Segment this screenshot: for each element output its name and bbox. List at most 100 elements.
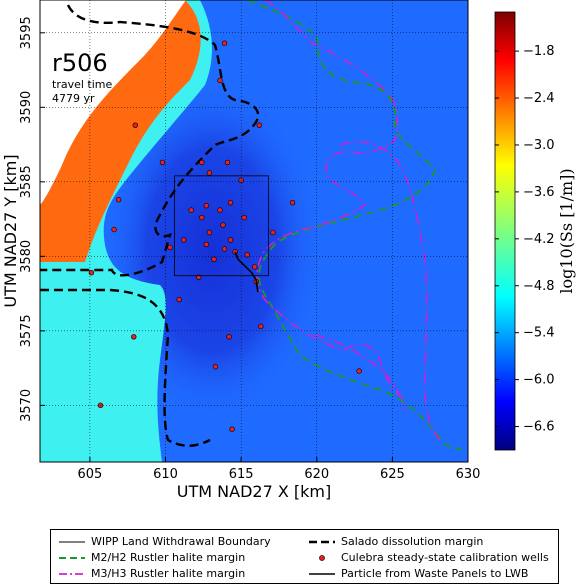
legend-label: Salado dissolution margin: [341, 535, 484, 548]
legend-label: Particle from Waste Panels to LWB: [341, 567, 529, 580]
y-tick-label: 3570: [19, 389, 34, 422]
legend-line-thick-dashed-icon: [309, 540, 335, 543]
legend-line-solid-icon: [309, 572, 335, 575]
calibration-well: [356, 368, 362, 374]
salado-dissolution-margin: [40, 4, 260, 277]
calibration-well: [256, 122, 262, 128]
m3h3-halite-margin-south: [314, 334, 406, 411]
margins: [40, 0, 463, 451]
calibration-well: [221, 246, 228, 252]
colorbar-tick-label: −5.4: [523, 326, 555, 341]
x-tick-label: 615: [229, 467, 254, 482]
calibration-well: [270, 229, 276, 236]
colorbar-ticks: −1.8 −2.4 −3.0 −3.6 −4.2 −4.8 −5.4 −6.0 −6.6: [495, 44, 555, 435]
y-tick-label: 3575: [19, 314, 34, 347]
colorbar-tick-label: −4.8: [523, 279, 555, 294]
calibration-well: [217, 207, 223, 213]
legend-line-green-dashed-icon: [59, 556, 85, 559]
legend-label: WIPP Land Withdrawal Boundary: [91, 535, 271, 548]
y-tick-label: 3590: [19, 91, 34, 124]
calibration-well: [203, 202, 210, 209]
travel-time-value: 4779 yr: [52, 92, 95, 105]
legend: WIPP Land Withdrawal Boundary Salado dis…: [50, 529, 559, 584]
legend-label: M2/H2 Rustler halite margin: [91, 551, 246, 564]
y-tick-label: 3585: [19, 165, 34, 198]
legend-line-magenta-dashdot-icon: [59, 572, 85, 575]
gridlines: [40, 0, 469, 462]
calibration-well: [220, 222, 226, 228]
calibration-well: [176, 296, 182, 303]
legend-item-salado: Salado dissolution margin: [309, 535, 483, 548]
colorbar-label: log10(Ss [1/m]): [557, 168, 576, 293]
legend-item-particle: Particle from Waste Panels to LWB: [309, 567, 528, 580]
calibration-well: [229, 426, 235, 432]
calibration-well: [167, 244, 173, 251]
no-data-region: [40, 0, 186, 205]
x-tick-label: 625: [380, 467, 405, 482]
calibration-well: [221, 40, 228, 46]
calibration-well: [199, 159, 205, 166]
legend-label: M3/H3 Rustler halite margin: [91, 567, 246, 580]
x-axis-label: UTM NAD27 X [km]: [177, 482, 331, 501]
calibration-well: [111, 226, 117, 233]
legend-item-wells: Culebra steady-state calibration wells: [309, 551, 549, 564]
x-tick-label: 605: [77, 467, 102, 482]
legend-label: Culebra steady-state calibration wells: [341, 551, 549, 564]
calibration-well: [226, 334, 232, 340]
calibration-well: [224, 159, 231, 166]
y-tick-label: 3595: [19, 16, 34, 49]
colorbar-tick-label: −2.4: [523, 91, 555, 106]
x-tick-label: 610: [153, 467, 178, 482]
calibration-well: [132, 122, 138, 128]
lwb-boundary: [174, 175, 269, 277]
calibration-well: [180, 237, 187, 243]
calibration-well: [212, 363, 219, 370]
colorbar-tick-label: −3.0: [523, 138, 555, 153]
calibration-well: [203, 241, 210, 248]
calibration-well: [206, 229, 213, 236]
calibration-well: [199, 214, 205, 221]
travel-time-label: travel time: [52, 78, 112, 91]
chart-title: r506: [52, 49, 108, 77]
calibration-well: [115, 197, 122, 203]
y-ticks: 3570 3575 3580 3585 3590 3595: [19, 16, 45, 422]
calibration-well: [131, 334, 137, 340]
legend-item-m2h2: M2/H2 Rustler halite margin: [59, 551, 245, 564]
calibration-well: [211, 256, 217, 263]
m3h3-halite-margin: [256, 0, 406, 401]
calibration-well: [206, 170, 213, 176]
x-ticks: 605 610 615 620 625 630: [77, 457, 480, 482]
calibration-wells: [88, 40, 362, 432]
colorbar: [494, 11, 516, 451]
legend-item-m3h3: M3/H3 Rustler halite margin: [59, 567, 245, 580]
calibration-well: [227, 199, 234, 206]
m3h3-halite-margin-lobe: [339, 141, 441, 441]
colorbar-tick-label: −6.0: [523, 373, 555, 388]
particle-path-layer: [234, 251, 259, 293]
storativity-field: [40, 0, 468, 462]
legend-line-thin-icon: [59, 541, 85, 542]
calibration-well: [241, 214, 247, 221]
x-tick-label: 630: [456, 467, 481, 482]
m2h2-halite-margin: [247, 0, 463, 451]
calibration-well: [227, 237, 234, 243]
calibration-well: [252, 264, 258, 270]
calibration-well: [159, 159, 166, 166]
calibration-well: [258, 323, 264, 330]
calibration-well: [217, 77, 223, 84]
x-tick-label: 620: [304, 467, 329, 482]
colorbar-tick-label: −1.8: [523, 44, 555, 59]
calibration-well: [289, 199, 296, 206]
y-axis-label: UTM NAD27 Y [km]: [1, 154, 20, 307]
chart-figure: 605 610 615 620 625 630 357035753580358535903…: [1, 0, 576, 501]
colorbar-tick-label: −6.6: [523, 420, 555, 435]
legend-item-wipp: WIPP Land Withdrawal Boundary: [59, 535, 271, 548]
calibration-well: [88, 270, 95, 276]
calibration-well: [188, 207, 194, 213]
particle-path: [234, 251, 259, 293]
calibration-well: [244, 252, 250, 258]
colorbar-tick-label: −3.6: [523, 185, 555, 200]
legend-dot-icon: [319, 554, 325, 561]
colorbar-tick-label: −4.2: [523, 232, 555, 247]
y-tick-label: 3580: [19, 240, 34, 273]
